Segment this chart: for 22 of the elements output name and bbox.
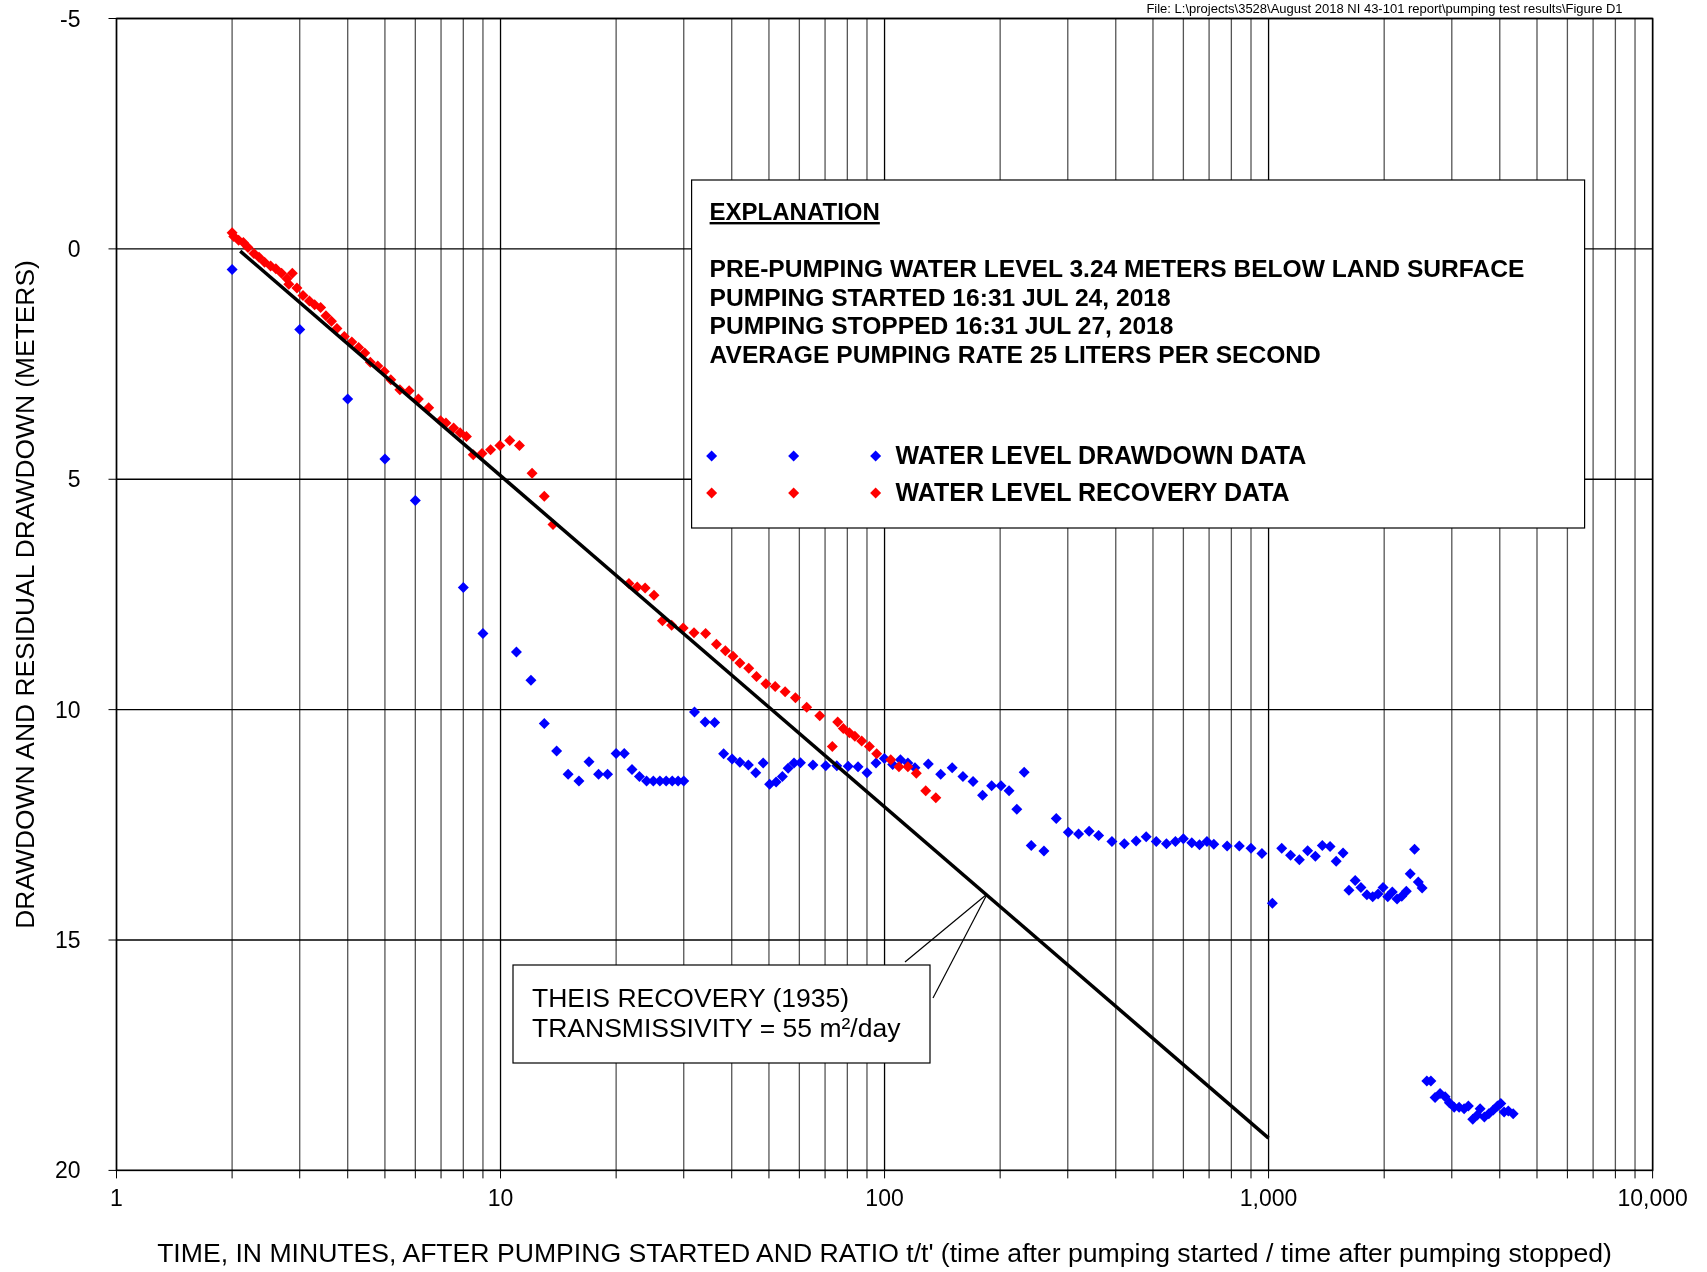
annotation: AVERAGE PUMPING RATE 25 LITERS PER SECOND: [709, 340, 1321, 368]
x-tick-label: 1,000: [1239, 1185, 1298, 1212]
y-axis-title: DRAWDOWN AND RESIDUAL DRAWDOWN (METERS): [10, 260, 40, 929]
y-tick-label: 15: [54, 927, 81, 954]
annotation: PRE-PUMPING WATER LEVEL 3.24 METERS BELOW LAND SURFACE: [709, 255, 1525, 282]
annotation: THEIS RECOVERY (1935) TRANSMISSIVITY = 55 m²/day: [532, 983, 902, 1043]
legend-title: EXPLANATION: [709, 198, 880, 225]
y-tick-label: -5: [60, 5, 81, 32]
y-tick-label: 20: [54, 1157, 81, 1184]
x-tick-label: 100: [865, 1185, 904, 1212]
text: File: L:\projects\3528\August 2018 NI 43-101 report\pumping test results\Figure D1: [1146, 1, 1623, 16]
x-tick-label: 10: [487, 1185, 514, 1212]
y-tick-label: 5: [67, 466, 81, 493]
x-axis-title: TIME, IN MINUTES, AFTER PUMPING STARTED AND RATIO t/t' (time after pumping started / time after pumping stopped): [157, 1238, 1612, 1268]
x-tick-label: 10,000: [1617, 1185, 1688, 1212]
y-tick-label: 10: [54, 696, 81, 723]
legend-label: WATER LEVEL DRAWDOWN DATA: [895, 441, 1307, 469]
annotation: PUMPING STOPPED 16:31 JUL 27, 2018: [709, 312, 1174, 339]
x-tick-label: 1: [110, 1185, 123, 1212]
legend-label: WATER LEVEL RECOVERY DATA: [895, 478, 1290, 506]
annotation: PUMPING STARTED 16:31 JUL 24, 2018: [709, 283, 1171, 311]
y-tick-label: 0: [67, 235, 81, 262]
